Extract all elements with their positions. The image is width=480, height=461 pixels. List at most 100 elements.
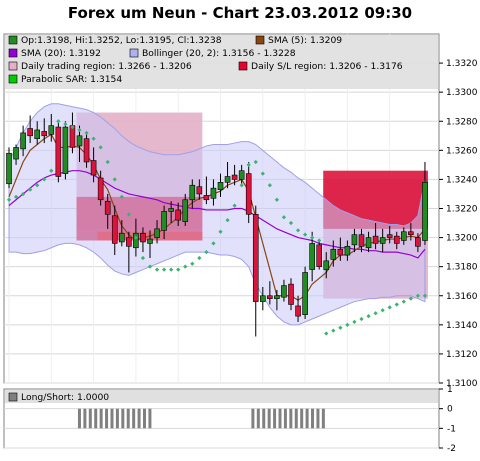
long-short-bar (99, 408, 103, 429)
sar-point (28, 187, 33, 192)
sar-point (239, 183, 244, 188)
long-short-bar (105, 408, 109, 429)
candle-down (386, 234, 393, 238)
legend-swatch-1 (255, 35, 265, 45)
sar-point (20, 191, 26, 197)
candle-up (365, 237, 372, 249)
sar-point (42, 177, 47, 182)
sub-y-tick-label: 1 (447, 385, 453, 395)
sub-y-axis: 1 0 -1 -2 (439, 385, 456, 454)
candle-down (372, 235, 379, 244)
candle-down (337, 248, 344, 256)
candle-up (154, 228, 160, 238)
long-short-bar (267, 408, 271, 429)
sar-point (218, 229, 223, 234)
candle-up (168, 208, 174, 212)
bollinger-layer (8, 103, 426, 326)
sar-point (267, 183, 272, 188)
candle-down (175, 209, 181, 221)
candle-down (196, 186, 203, 195)
sar-point (204, 250, 209, 255)
sar-point (288, 220, 294, 226)
long-short-bar (83, 408, 87, 429)
long-short-bar (94, 408, 98, 429)
sar-point (140, 255, 146, 261)
sar-point (63, 122, 68, 127)
sub-y-tick-label: 0 (447, 405, 453, 415)
sar-point (225, 218, 230, 223)
candle-up (309, 243, 315, 270)
y-tick-label: 1.3100 (446, 379, 478, 389)
sar-point (105, 159, 110, 165)
sub-legend: Long/Short: 1.0000 (5, 390, 438, 403)
long-short-bar (316, 408, 320, 429)
long-short-bar (121, 408, 125, 429)
sma-layer (8, 133, 426, 301)
legend-label-1: SMA (5): 1.3209 (268, 35, 342, 46)
candle-up (34, 129, 41, 140)
legend-label-6: Parabolic SAR: 1.3154 (21, 74, 122, 85)
legend-swatch-5 (238, 61, 248, 71)
y-tick-label: 1.3120 (446, 350, 478, 360)
sar-point (373, 311, 378, 316)
candle-up (13, 147, 19, 160)
sar-point (154, 267, 160, 272)
sar-point (331, 328, 336, 333)
legend-label-4: Daily trading region: 1.3266 - 1.3206 (21, 61, 192, 72)
sar-point (253, 159, 258, 165)
long-short-bar (294, 408, 298, 429)
sub-y-tick-label: -2 (447, 444, 456, 454)
candle-up (48, 125, 55, 135)
candle-down (267, 295, 273, 299)
long-short-bar (305, 408, 309, 429)
candle-up (182, 199, 189, 222)
sar-point (169, 267, 174, 272)
y-tick-label: 1.3220 (446, 205, 478, 215)
long-short-bar (126, 408, 130, 429)
candle-up (330, 248, 337, 260)
candle-down (288, 283, 294, 305)
sub-legend-label: Long/Short: 1.0000 (21, 392, 109, 403)
y-tick-label: 1.3140 (446, 321, 478, 331)
sar-point (338, 325, 343, 330)
sar-point (13, 194, 19, 199)
sma20-line (8, 170, 426, 259)
candle-down (245, 173, 252, 215)
sar-point (310, 235, 315, 240)
sar-point (6, 197, 12, 202)
candle-down (252, 214, 259, 302)
long-short-bar (251, 408, 255, 429)
sar-point (183, 264, 188, 269)
candle-down (231, 174, 238, 180)
sar-point (190, 261, 195, 266)
sar-point (197, 255, 202, 261)
candle-up (259, 295, 266, 302)
candle-up (161, 211, 167, 231)
sar-point (84, 130, 89, 136)
sar-point (366, 313, 371, 319)
candle-down (316, 244, 323, 267)
candle-up (133, 232, 139, 249)
candle-up (281, 285, 287, 298)
candle-up (224, 176, 231, 183)
long-short-bar (148, 408, 152, 429)
long-short-bar (88, 408, 92, 429)
legend-swatch-4 (8, 61, 18, 71)
sar-point (317, 238, 322, 243)
long-short-bar (110, 408, 114, 429)
sar-point (77, 127, 82, 133)
sar-point (211, 241, 216, 246)
sub-grid (4, 408, 439, 449)
candle-up (147, 238, 153, 244)
long-short-bar (115, 408, 119, 429)
candle-down (358, 234, 365, 247)
long-short-bar (132, 408, 136, 429)
long-short-bar (143, 408, 146, 429)
long-short-bars (77, 408, 325, 429)
candle-up (76, 135, 83, 147)
legend-swatch-6 (8, 74, 18, 84)
long-short-bar (262, 408, 266, 429)
y-tick-label: 1.3280 (446, 117, 478, 127)
candle-down (295, 305, 301, 317)
